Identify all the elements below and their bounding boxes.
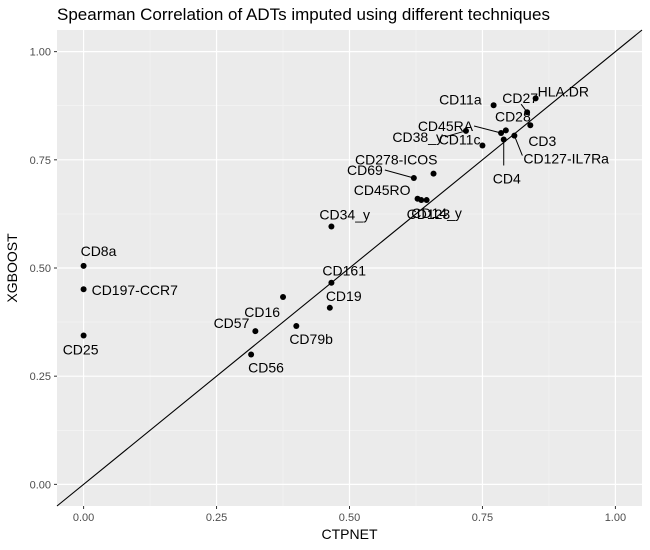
point-label-cd69: CD69	[347, 162, 383, 178]
point-label-hla-dr: HLA.DR	[538, 83, 589, 99]
point-label-cd8a: CD8a	[81, 243, 117, 259]
point-cd11a	[490, 102, 497, 109]
point-cd45ra	[498, 129, 505, 136]
point-label-cd161: CD161	[322, 263, 366, 279]
point-label-cd16: CD16	[244, 304, 280, 320]
point-cd56	[248, 351, 255, 358]
x-tick-label: 0.50	[339, 512, 360, 524]
reference-line	[56, 29, 643, 507]
y-axis-ticks: 0.00 0.25 0.50 0.75 1.00	[30, 47, 57, 491]
point-label-cd57: CD57	[214, 315, 250, 331]
x-tick-label: 1.00	[605, 512, 626, 524]
x-axis-ticks: 0.00 0.25 0.50 0.75 1.00	[73, 506, 626, 524]
point-cd34-y	[328, 223, 335, 230]
point-label-cd11a: CD11a	[439, 91, 482, 107]
point-label-cd14-y: CD14_y	[411, 205, 462, 221]
point-label-cd38-y: CD38_y	[392, 129, 443, 145]
point-label-cd28: CD28	[495, 108, 531, 124]
point-cd3	[527, 122, 534, 129]
point-label-cd27: CD27	[502, 90, 538, 106]
point-cd27	[524, 109, 531, 116]
point-cd19	[326, 304, 333, 311]
point-label-cd45ra: CD45RA	[418, 118, 474, 134]
x-tick-label: 0.00	[73, 512, 94, 524]
point-cd161	[328, 279, 335, 286]
point-cd127-il7ra	[511, 132, 518, 139]
point-cd16	[280, 293, 287, 300]
leader-cd38-y	[444, 130, 467, 138]
point-label-cd19: CD19	[326, 288, 362, 304]
point-cd69	[410, 174, 417, 181]
y-axis-title: XGBOOST	[4, 233, 20, 303]
y-tick-label: 0.25	[30, 371, 51, 383]
chart-title: Spearman Correlation of ADTs imputed usi…	[57, 5, 550, 24]
point-label-cd25: CD25	[63, 342, 99, 358]
point-cd278-icos	[430, 170, 437, 177]
leader-cd127-il7ra	[513, 135, 523, 156]
point-label-cd11c: CD11c	[439, 132, 481, 148]
x-tick-label: 0.75	[472, 512, 493, 524]
x-axis-title: CTPNET	[322, 526, 378, 542]
point-cd123	[423, 197, 430, 204]
leader-cd45ra	[473, 125, 502, 134]
label-leader-lines	[384, 103, 528, 179]
point-cd79b	[293, 322, 300, 329]
point-label-cd197-ccr7: CD197-CCR7	[92, 282, 179, 298]
point-cd197-ccr7	[80, 286, 87, 293]
point-label-cd34-y: CD34_y	[319, 206, 370, 222]
point-label-cd79b: CD79b	[289, 331, 333, 347]
point-hla-dr	[532, 95, 539, 102]
point-cd11c	[479, 142, 486, 149]
point-label-cd127-il7ra: CD127-IL7Ra	[523, 151, 609, 167]
point-cd8a	[80, 262, 87, 269]
y-tick-label: 0.00	[30, 479, 51, 491]
point-label-cd123: CD123	[407, 206, 451, 222]
point-cd28	[502, 127, 509, 134]
y-tick-label: 1.00	[30, 47, 51, 59]
point-cd4	[500, 136, 507, 143]
point-label-cd56: CD56	[248, 360, 284, 376]
reference-line-group	[56, 29, 643, 507]
point-label-cd278-icos: CD278-ICOS	[355, 152, 437, 168]
point-cd57	[252, 328, 259, 335]
leader-cd69	[384, 169, 414, 179]
point-label-cd4: CD4	[493, 170, 521, 186]
point-labels: CD8a CD197-CCR7 CD25 CD57 CD56 CD16 CD79b CD161…	[63, 83, 609, 375]
point-cd38-y	[462, 127, 469, 134]
x-tick-label: 0.25	[206, 512, 227, 524]
y-tick-label: 0.50	[30, 263, 51, 275]
point-cd25	[80, 332, 87, 339]
point-label-cd3: CD3	[528, 133, 556, 149]
data-points	[80, 95, 539, 358]
point-cd14-y	[418, 197, 425, 204]
y-tick-label: 0.75	[30, 155, 51, 167]
point-label-cd45ro: CD45RO	[354, 182, 411, 198]
